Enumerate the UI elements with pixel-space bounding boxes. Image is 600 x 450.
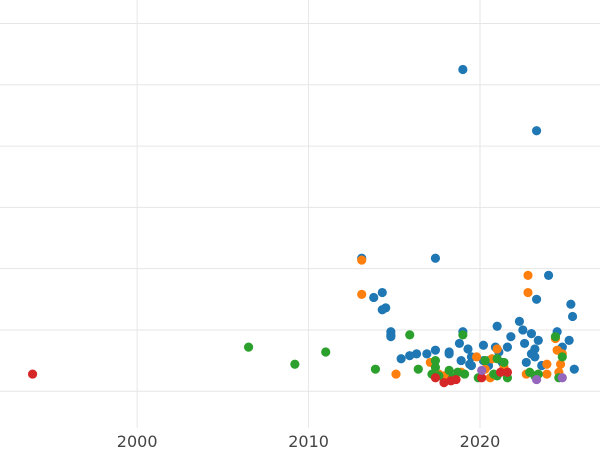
point-blue-12[interactable]: [514, 316, 525, 326]
x-tick-label-2000: 2000: [117, 432, 158, 450]
series-purple: [477, 365, 567, 385]
point-blue-52[interactable]: [530, 344, 540, 354]
point-green-10[interactable]: [499, 357, 509, 368]
point-blue-24[interactable]: [454, 338, 465, 349]
point-blue-27[interactable]: [502, 342, 513, 352]
point-green-12[interactable]: [413, 364, 423, 374]
point-red-4[interactable]: [451, 374, 461, 385]
point-blue-37[interactable]: [396, 354, 406, 364]
point-red-7[interactable]: [502, 367, 513, 377]
point-red-0[interactable]: [27, 369, 38, 379]
point-blue-3[interactable]: [430, 253, 441, 263]
point-blue-10[interactable]: [566, 299, 576, 309]
point-green-7[interactable]: [430, 355, 441, 366]
point-blue-0[interactable]: [458, 64, 468, 75]
point-blue-18[interactable]: [506, 332, 516, 342]
point-blue-45[interactable]: [521, 357, 531, 368]
point-purple-0[interactable]: [531, 374, 542, 385]
point-purple-2[interactable]: [477, 365, 487, 375]
point-green-3[interactable]: [405, 330, 415, 340]
point-green-16[interactable]: [459, 369, 470, 379]
point-blue-42[interactable]: [456, 355, 466, 366]
point-green-8[interactable]: [480, 355, 490, 366]
point-blue-21[interactable]: [386, 332, 396, 342]
point-blue-51[interactable]: [569, 364, 579, 374]
point-green-5[interactable]: [550, 332, 561, 342]
point-blue-31[interactable]: [430, 345, 441, 355]
point-blue-22[interactable]: [533, 335, 543, 345]
point-blue-9[interactable]: [531, 294, 542, 304]
point-blue-1[interactable]: [531, 126, 542, 136]
point-orange-18[interactable]: [391, 369, 401, 379]
point-red-1[interactable]: [430, 373, 441, 383]
point-green-14[interactable]: [444, 365, 454, 375]
x-tick-label-2010: 2010: [288, 432, 329, 450]
point-orange-0[interactable]: [357, 255, 367, 265]
point-blue-33[interactable]: [422, 349, 432, 359]
point-orange-2[interactable]: [357, 289, 367, 299]
point-red-5[interactable]: [477, 373, 487, 383]
point-green-4[interactable]: [458, 330, 468, 340]
point-blue-13[interactable]: [492, 321, 502, 331]
x-axis-tick-labels: 2000 2010 2020: [117, 432, 501, 450]
series-blue: [357, 64, 579, 374]
point-orange-11[interactable]: [542, 359, 552, 369]
point-blue-5[interactable]: [377, 287, 387, 298]
x-tick-label-2020: 2020: [460, 432, 501, 450]
point-blue-23[interactable]: [564, 335, 574, 345]
point-blue-6[interactable]: [369, 292, 379, 303]
point-blue-11[interactable]: [567, 311, 578, 322]
point-blue-38[interactable]: [444, 349, 454, 359]
point-orange-1[interactable]: [523, 270, 533, 280]
point-blue-34[interactable]: [463, 344, 473, 354]
point-orange-8[interactable]: [471, 352, 482, 362]
data-points: [27, 64, 579, 388]
point-red-6[interactable]: [495, 367, 506, 377]
point-orange-5[interactable]: [492, 344, 502, 354]
point-blue-14[interactable]: [518, 325, 528, 335]
point-blue-25[interactable]: [478, 340, 489, 350]
point-green-1[interactable]: [321, 347, 331, 357]
point-blue-47[interactable]: [465, 359, 475, 369]
point-orange-3[interactable]: [523, 287, 533, 298]
point-blue-26[interactable]: [519, 338, 530, 349]
point-blue-17[interactable]: [526, 329, 537, 339]
point-blue-44[interactable]: [530, 352, 540, 362]
point-green-9[interactable]: [492, 354, 502, 364]
point-blue-8[interactable]: [377, 305, 387, 315]
point-green-11[interactable]: [370, 364, 381, 374]
series-red: [27, 367, 513, 388]
point-blue-36[interactable]: [405, 351, 415, 361]
point-green-6[interactable]: [557, 352, 567, 362]
point-blue-4[interactable]: [543, 270, 554, 280]
point-green-2[interactable]: [290, 359, 300, 369]
point-orange-20[interactable]: [542, 369, 552, 379]
point-green-0[interactable]: [243, 342, 254, 352]
point-purple-1[interactable]: [557, 373, 567, 383]
point-orange-12[interactable]: [555, 359, 566, 369]
